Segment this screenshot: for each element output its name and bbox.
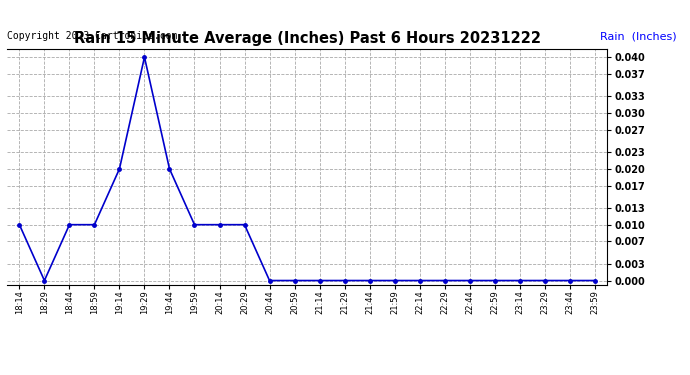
Text: Copyright 2023 Cartronics.com: Copyright 2023 Cartronics.com bbox=[7, 32, 177, 41]
Title: Rain 15 Minute Average (Inches) Past 6 Hours 20231222: Rain 15 Minute Average (Inches) Past 6 H… bbox=[74, 31, 540, 46]
Text: Rain  (Inches): Rain (Inches) bbox=[600, 32, 676, 41]
